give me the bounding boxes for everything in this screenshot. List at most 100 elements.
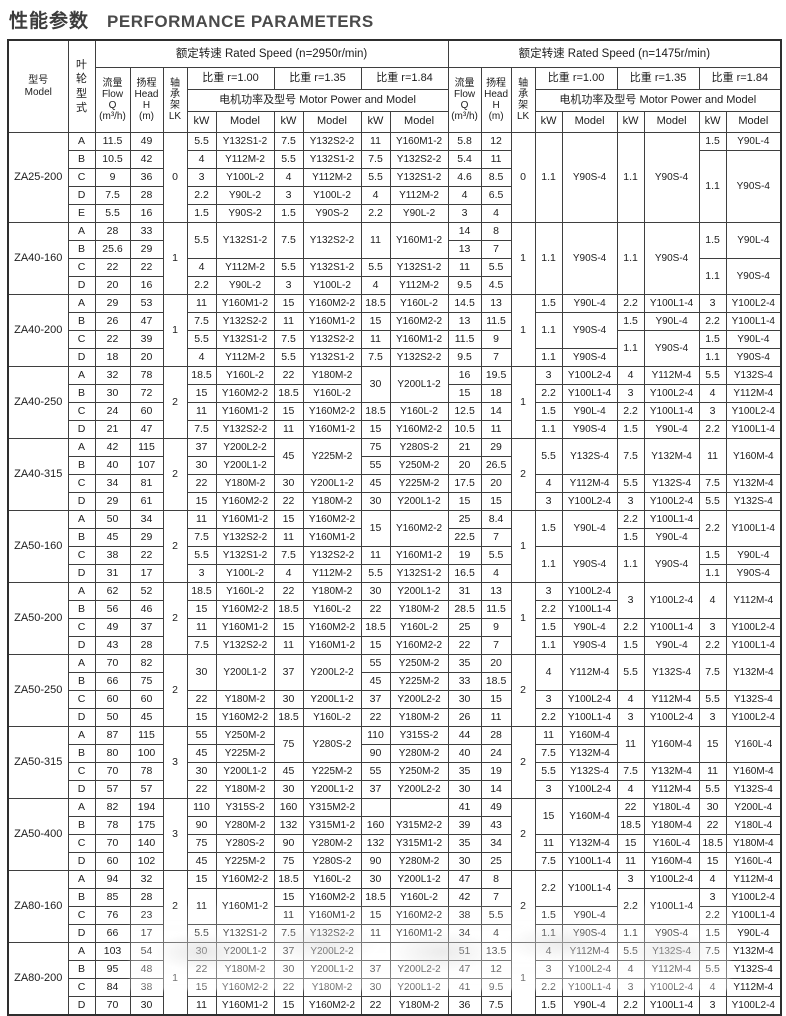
motor-kw: 5.5 [186,924,217,943]
motor-model: Y160M2-2 [302,510,362,529]
motor-kw: 7.5 [616,438,645,475]
motor-model: Y180M-2 [389,996,449,1016]
impeller-type: D [67,564,96,583]
motor-model: Y160M1-2 [215,402,275,421]
motor-kw: 1.5 [616,636,645,655]
lk-value: 0 [162,132,188,223]
head-value: 102 [129,852,164,871]
impeller-type: D [67,636,96,655]
motor-model: Y160L-2 [302,870,362,889]
motor-kw: 5.5 [616,654,645,691]
flow-label-unit: (m³/h) [99,111,126,123]
head-value: 20 [129,348,164,367]
table-row: C 60 60 22 Y180M-2 30 Y200L1-2 37 Y200L2-2 30 15 3 Y… [8,690,782,709]
motor-model: Y100L1-4 [643,294,700,313]
motor-kw: 5.5 [360,168,391,187]
motor-kw: 132 [360,834,391,853]
head-value: 13 [480,582,512,601]
motor-model: Y180M-4 [643,816,700,835]
motor-kw: 1.1 [616,132,645,223]
motor-kw: 3 [616,978,645,997]
motor-kw: 15 [186,870,217,889]
head-value: 34 [129,510,164,529]
motor-model: Y132M-4 [561,834,618,853]
table-row: C 9 36 3 Y100L-2 4 Y112M-2 5.5 Y132S1-2 4.6 8.5 [8,168,781,187]
motor-model: Y132S2-2 [215,528,275,547]
flow-value: 70 [94,654,131,673]
motor-model: Y90L-4 [561,402,618,421]
head-value: 47 [129,420,164,439]
impeller-type: D [67,186,96,205]
motor-model: Y280M-2 [389,744,449,763]
flow-value: 36 [447,996,482,1016]
motor-model: Y280M-2 [389,852,449,871]
head-value: 23 [129,906,164,925]
table-row: ZA80-200 A 103 54 1 30 Y200L1-2 37 Y200L2-2 51 13.… [7,942,782,1016]
motor-kw: 1.5 [534,906,563,925]
motor-kw: 7.5 [360,150,391,169]
motor-model: Y280M-2 [215,816,275,835]
motor-kw: 4 [360,276,391,295]
motor-kw: 2.2 [698,636,727,655]
motor-kw: 2.2 [698,510,727,547]
motor-model: Y112M-4 [725,582,782,619]
motor-kw: 37 [360,780,391,799]
col-header-model: 型号 Model [7,39,69,133]
motor-model: Y280S-2 [215,834,275,853]
motor-model: Y100L2-4 [643,870,700,889]
col-header-impeller-text: 叶轮型式 [76,58,87,114]
motor-kw: 4 [698,870,727,889]
head-value: 17 [129,924,164,943]
flow-value: 94 [94,870,131,889]
motor-kw: 1.5 [273,204,304,223]
motor-model: Y90S-4 [725,348,782,367]
lk-value: 3 [162,798,188,871]
motor-kw: 1.1 [534,924,563,943]
impeller-type: C [67,258,96,277]
impeller-type: A [67,366,96,385]
lk-value: 1 [510,942,536,1016]
motor-kw: 4 [616,780,645,799]
lk-label-2: 承 [518,88,529,100]
flow-value: 49 [94,618,131,637]
motor-kw: 11 [186,996,217,1016]
motor-kw: 3 [698,402,727,421]
motor-model: Y100L2-4 [643,978,700,997]
motor-kw: 15 [273,618,304,637]
motor-model: Y160M1-2 [302,420,362,439]
flow-value: 10.5 [94,150,131,169]
table-row: B 80 100 45 Y225M-2 90 Y280M-2 40 24 7.5 Y132M-4 [8,744,781,763]
motor-model: Y225M-2 [215,744,275,763]
head-value: 81 [129,474,164,493]
impeller-type: A [67,798,96,817]
head-value: 29 [129,240,164,259]
model-name: ZA50-250 [7,654,69,727]
head-value: 52 [129,582,164,601]
lk-label-4: LK [516,111,530,123]
motor-kw: 45 [273,762,304,781]
motor-model: Y132S2-2 [215,420,275,439]
flow-value: 38 [447,906,482,925]
motor-kw: 7.5 [273,924,304,943]
motor-model: Y180M-2 [302,366,362,385]
motor-model: Y90L-4 [561,294,618,313]
head-value: 15 [480,492,512,511]
impeller-type: B [67,240,96,259]
head-value: 30 [129,996,164,1016]
motor-kw: 3 [534,960,563,979]
motor-kw: 45 [360,474,391,493]
motor-kw: 30 [698,798,727,817]
motor-model: Y160M2-2 [302,618,362,637]
motor-model: Y160L-2 [302,384,362,403]
motor-kw: 4 [534,474,563,493]
motor-model: Y112M-2 [302,168,362,187]
impeller-type: C [67,906,96,925]
flow-value: 40 [94,456,131,475]
motor-kw: 1.1 [534,420,563,439]
flow-value: 22 [447,636,482,655]
impeller-type: C [67,546,96,565]
motor-model: Y112M-4 [561,654,618,691]
head-value: 115 [129,726,164,745]
motor-model: Y180M-2 [215,960,275,979]
motor-model: Y180M-2 [389,708,449,727]
